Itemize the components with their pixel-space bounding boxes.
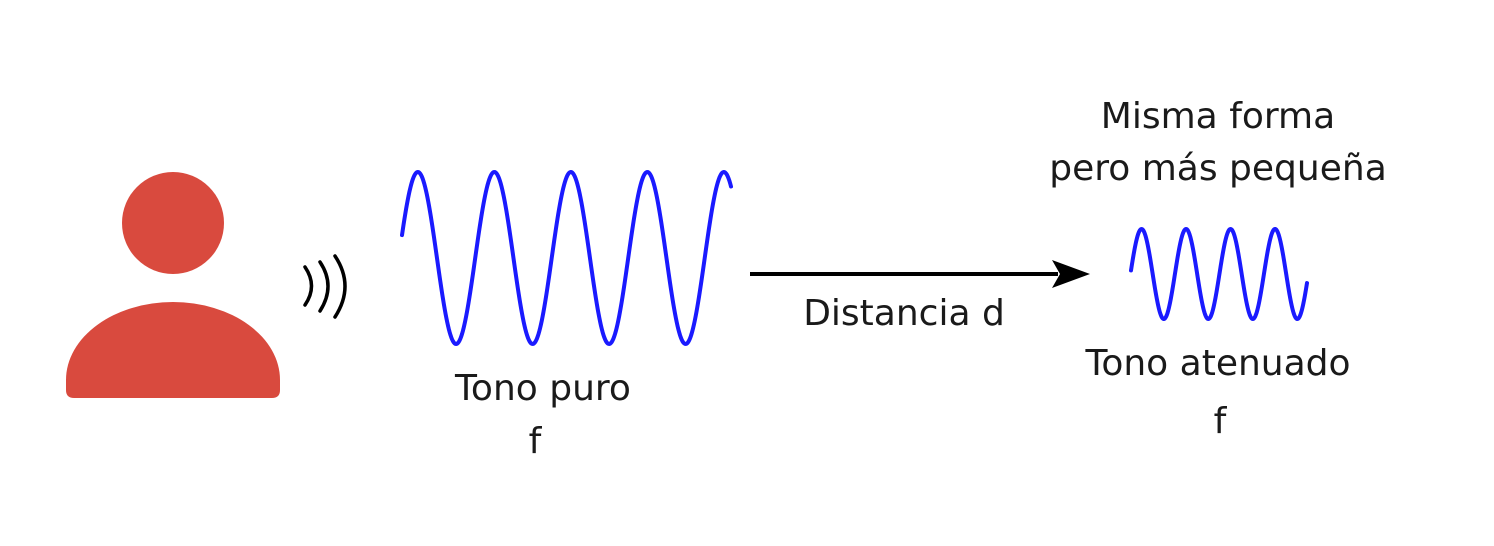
pure-tone-wave <box>400 169 733 347</box>
pure-tone-label: Tono puro <box>454 368 631 409</box>
sound-arc-1 <box>303 265 314 307</box>
person-body <box>66 302 280 398</box>
caption-line-1: Misma forma <box>1101 96 1335 137</box>
sound-waves-icon <box>303 254 347 319</box>
pure-tone-frequency: f <box>529 421 543 462</box>
sound-arc-3 <box>333 254 347 319</box>
caption-line-2: pero más pequeña <box>1049 148 1387 189</box>
attenuated-tone-frequency: f <box>1214 401 1228 442</box>
attenuated-tone-label: Tono atenuado <box>1084 343 1350 384</box>
sound-arc-2 <box>318 260 330 313</box>
attenuated-tone-wave <box>1129 226 1309 322</box>
arrow-head <box>1052 260 1090 288</box>
person-icon <box>66 172 280 398</box>
person-head <box>122 172 224 274</box>
arrow-right-icon <box>750 260 1090 288</box>
distance-label: Distancia d <box>803 293 1005 334</box>
